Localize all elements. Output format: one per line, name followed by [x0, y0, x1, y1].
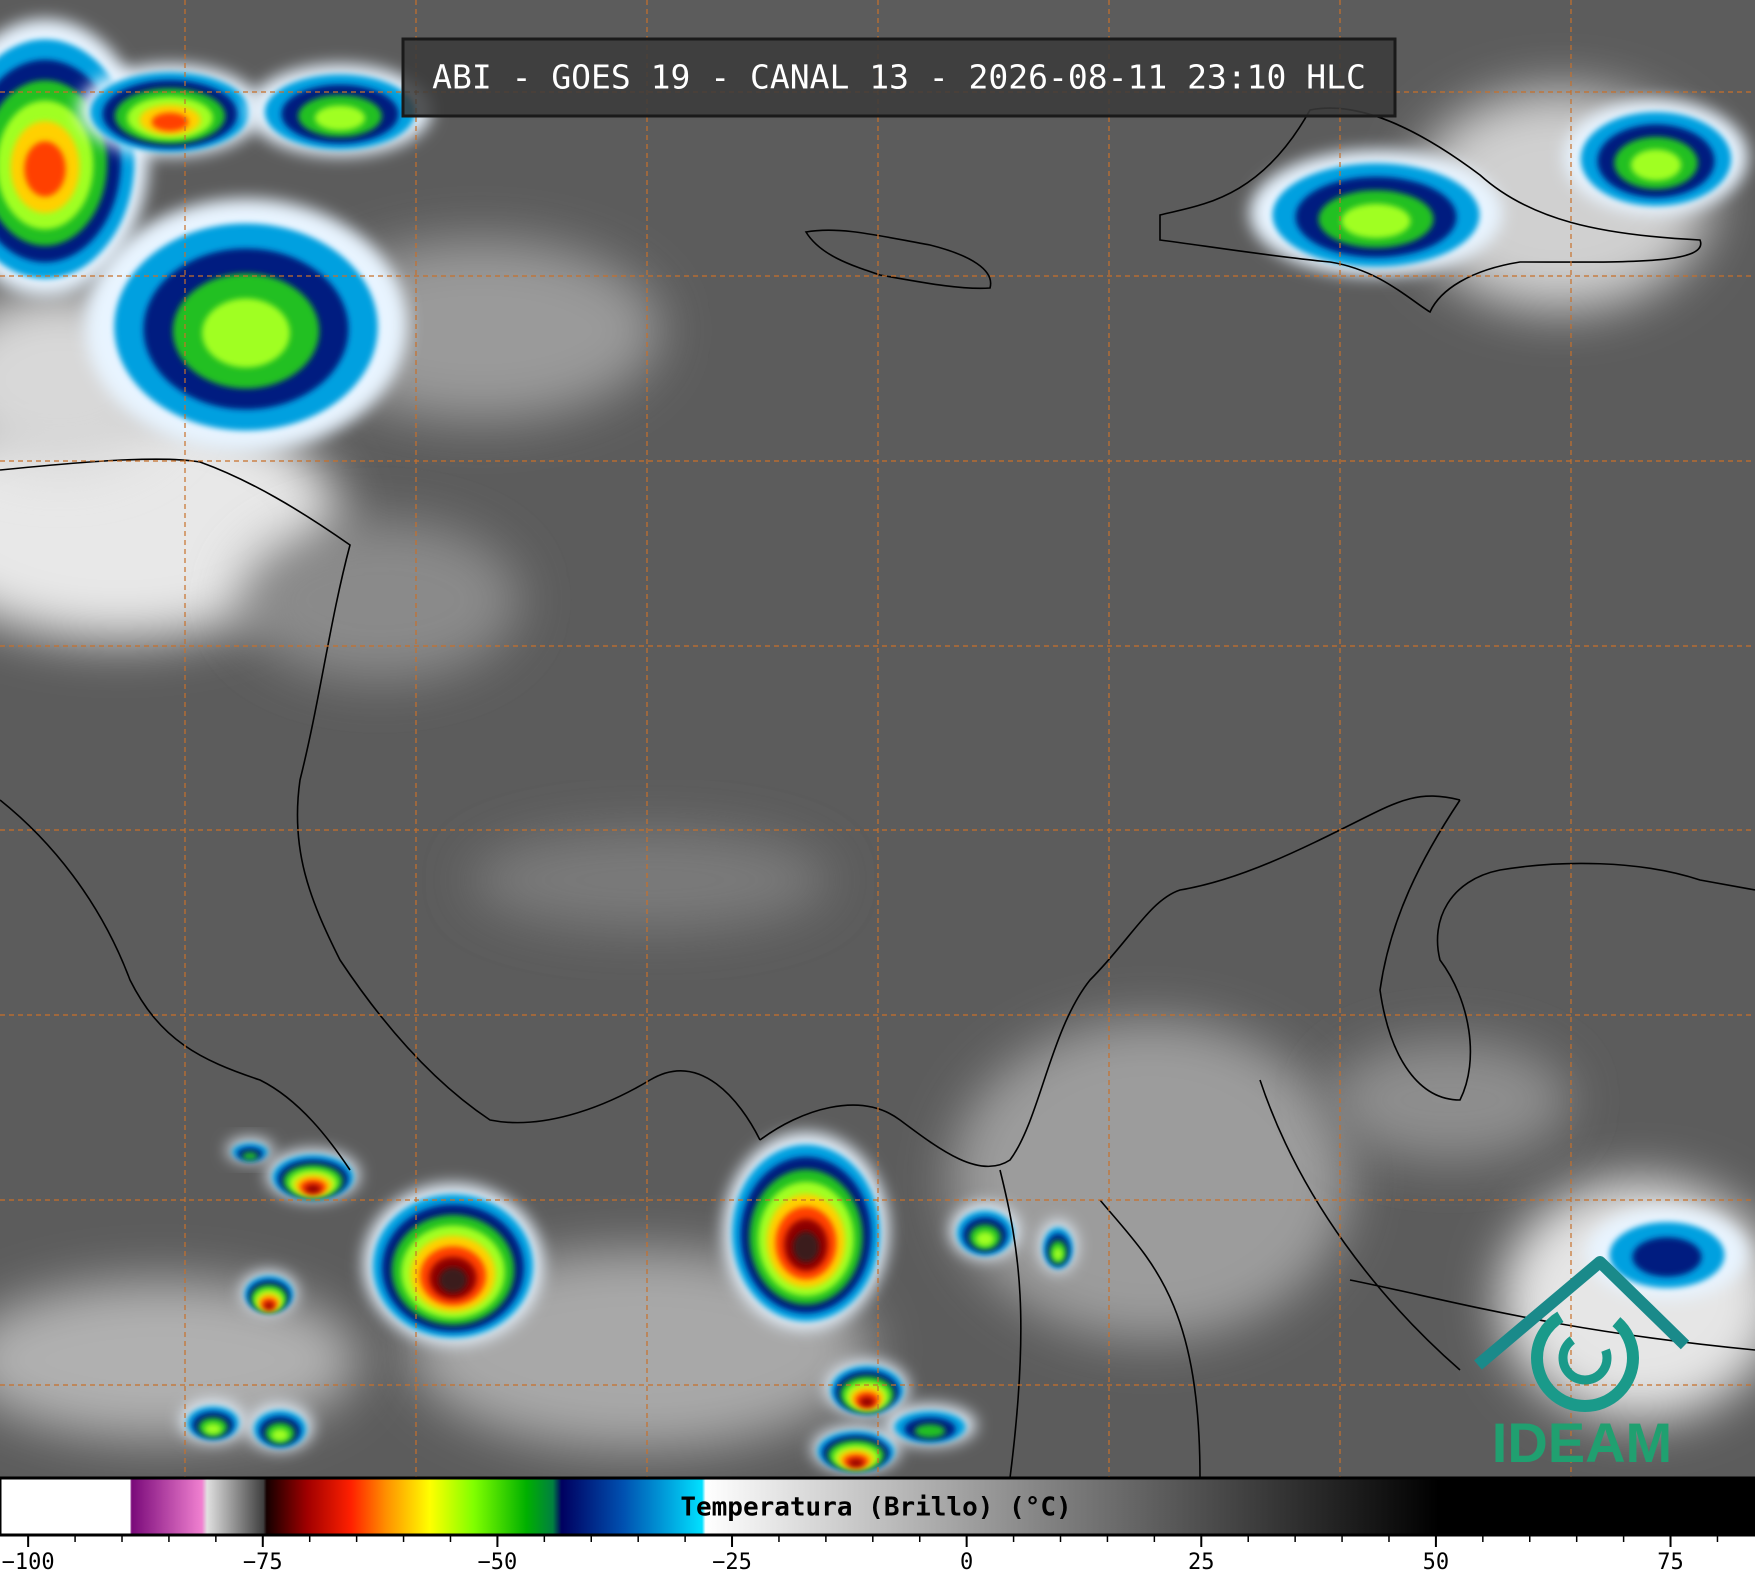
cloud-cell	[204, 1423, 222, 1435]
tick-label: 75	[1657, 1550, 1684, 1575]
colorbar	[0, 1476, 1755, 1537]
cloud-cell	[1341, 203, 1411, 239]
cloud-cell	[151, 112, 189, 132]
title: ABI - GOES 19 - CANAL 13 - 2026-08-11 23…	[432, 58, 1366, 97]
cloud-cell	[24, 141, 66, 197]
tick-label: −75	[243, 1550, 283, 1575]
cloud-cell	[859, 1397, 875, 1407]
cloud-cell	[914, 1424, 946, 1438]
title-box	[401, 37, 1397, 118]
tick-label: 0	[960, 1550, 973, 1575]
cloud-cell	[975, 1231, 995, 1247]
ideam-logo: IDEAM	[1474, 1256, 1690, 1474]
cloud-cell	[1632, 1237, 1702, 1277]
tick-label: −100	[2, 1550, 55, 1575]
convective-cells	[0, 19, 1748, 1472]
cloud-cell	[438, 1267, 468, 1293]
cloud-cell	[264, 1302, 274, 1310]
cloud-cell	[271, 1428, 289, 1442]
cloud-cell	[1052, 1247, 1064, 1261]
colorbar-axis: −100 −75 −50 −25 0 25 50 75	[2, 1535, 1719, 1575]
cloud-cell	[314, 105, 366, 131]
lat-lon-grid	[0, 0, 1755, 1478]
cloud-cell	[1630, 149, 1682, 181]
tick-label: −50	[478, 1550, 518, 1575]
logo-text: IDEAM	[1492, 1411, 1672, 1474]
colorbar-label: Temperatura (Brillo) (°C)	[680, 1493, 1071, 1523]
cloud-cell	[242, 1152, 258, 1160]
cloud-cell	[848, 1458, 864, 1468]
cloud-cell	[792, 1231, 820, 1263]
tick-label: 25	[1188, 1550, 1215, 1575]
cloud-cell	[202, 298, 290, 368]
cloud-cell	[304, 1184, 322, 1194]
tick-label: −25	[712, 1550, 752, 1575]
tick-label: 50	[1423, 1550, 1450, 1575]
